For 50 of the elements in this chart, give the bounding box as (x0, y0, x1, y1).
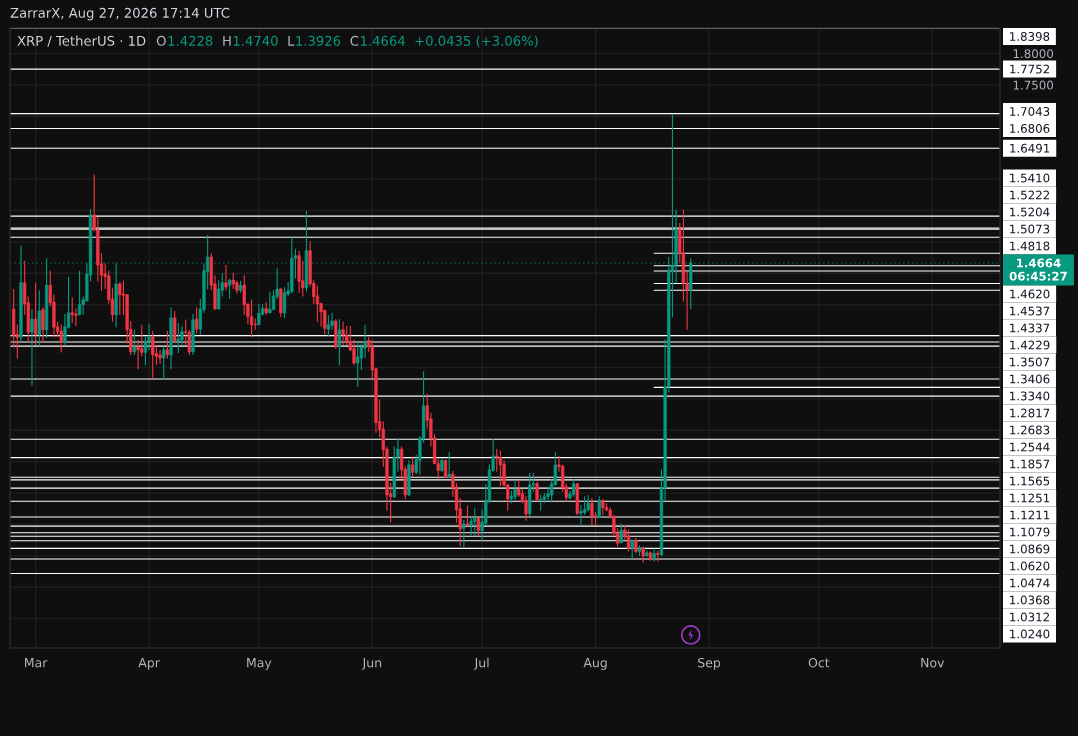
legend-label: 1.4229 (1010, 340, 1050, 350)
legend-label: 1.0620 (1010, 561, 1050, 571)
legend-label: 1.3340 (1010, 391, 1050, 401)
x-tick-label: Oct (808, 657, 830, 668)
legend-label: 1.1211 (1010, 510, 1050, 520)
legend-label: 1.4818 (1010, 241, 1050, 251)
x-tick-label: Sep (698, 657, 721, 670)
legend-label: 1.2817 (1010, 408, 1050, 418)
y-tick-label: 1.8000 (1013, 49, 1054, 59)
x-tick-label: Jul (473, 657, 489, 670)
x-tick-label: Nov (921, 658, 945, 668)
x-tick-label: Aug (583, 658, 607, 670)
text: XRP / TetherUS · 1D (17, 35, 146, 47)
legend-label: 1.0368 (1010, 595, 1050, 605)
legend-label: 1.1565 (1010, 476, 1050, 486)
x-tick-label: Jun (361, 658, 382, 670)
text: 1.4620 (1010, 289, 1050, 299)
legend-label: 1.1079 (1010, 527, 1050, 537)
legend-label: 1.3507 (1010, 357, 1050, 367)
legend-label: 1.0474 (1010, 578, 1050, 588)
ref-line-label: 1.5073 (1010, 224, 1050, 234)
x-tick-label: May (247, 658, 272, 670)
ref-line-label: 1.4664 06:45:27 (1009, 258, 1067, 281)
ref-line-label: 1.5410 (1010, 173, 1050, 183)
ref-line-label: 1.8398 (1010, 32, 1050, 41)
legend-label: 1.1251 (1010, 493, 1050, 503)
legend-label: 1.5222 (1010, 190, 1050, 200)
ref-line-label: 1.6491 (1010, 143, 1050, 153)
ref-line-label: 1.7043 (1010, 106, 1050, 116)
annotation: C1.4664 (350, 35, 405, 46)
annotation: +0.0435 (+3.06%) (415, 35, 538, 48)
annotation: O1.4228 (156, 35, 213, 46)
legend-label: 1.4537 (1010, 306, 1050, 316)
x-tick-label: Mar (25, 658, 48, 668)
legend-label: 1.2544 (1010, 442, 1050, 452)
annotation: H1.4740 (223, 35, 278, 46)
y-tick-label: 1.7500 (1013, 80, 1054, 90)
ref-line-label: 1.7752 (1010, 64, 1050, 74)
legend-label: 1.2683 (1010, 425, 1050, 435)
legend-label: 1.4337 (1010, 323, 1050, 333)
annotation: L1.3926 (288, 35, 341, 46)
legend-label: 1.0240 (1010, 629, 1050, 639)
legend-label: 1.0312 (1010, 612, 1049, 622)
legend-label: 1.5204 (1010, 207, 1050, 217)
legend-label: 1.1857 (1010, 459, 1050, 469)
x-tick-label: Apr (138, 658, 160, 670)
ref-line-label: 1.6806 (1010, 123, 1050, 133)
legend-label: 1.3406 (1010, 374, 1050, 384)
text: ZarrarX, Aug 27, 2026 17:14 UTC (10, 7, 230, 21)
legend-label: 1.0869 (1010, 544, 1050, 554)
